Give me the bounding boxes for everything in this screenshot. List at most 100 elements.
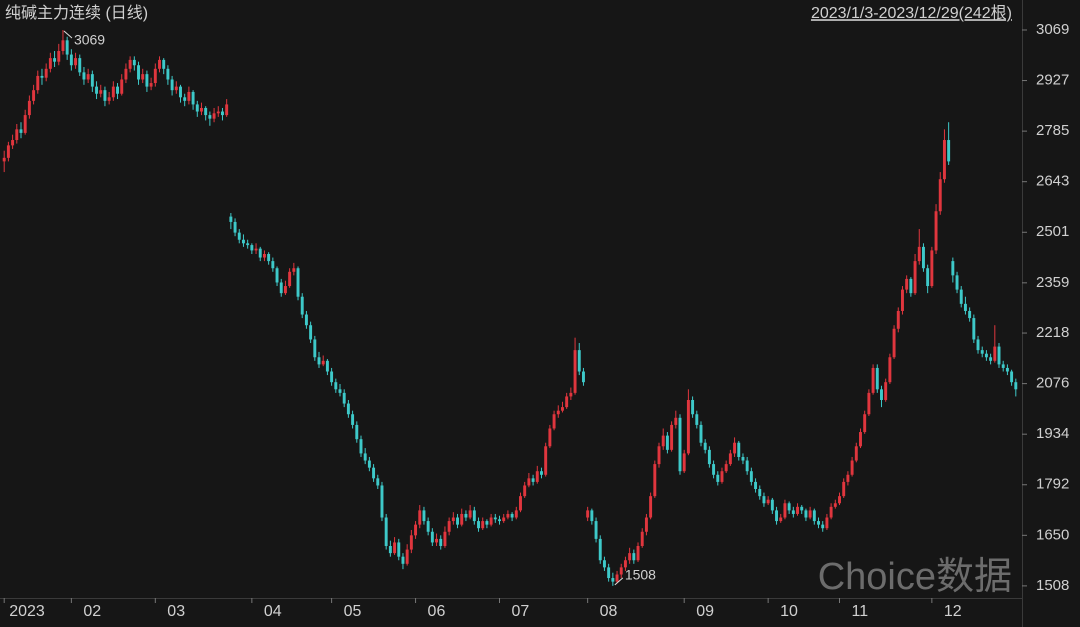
candle-body xyxy=(707,449,711,465)
candle-body xyxy=(346,403,350,415)
candle-body xyxy=(212,113,216,119)
candle-body xyxy=(44,68,48,78)
candle-body xyxy=(397,542,401,557)
candle-body xyxy=(527,478,531,486)
candle-body xyxy=(439,538,443,547)
candle-body xyxy=(665,435,669,450)
candle-body xyxy=(741,456,745,461)
candle-body xyxy=(334,382,338,390)
candle-body xyxy=(107,97,111,101)
x-tick-label: 2023 xyxy=(9,603,45,620)
y-tick-label: 1650 xyxy=(1036,526,1069,543)
max-label: 3069 xyxy=(74,32,105,48)
candle-body xyxy=(590,510,594,522)
candle-body xyxy=(174,86,178,91)
candle-body xyxy=(447,521,451,532)
candle-body xyxy=(766,499,770,504)
candle-body xyxy=(905,278,909,290)
candle-body xyxy=(246,243,250,246)
candle-body xyxy=(833,503,837,507)
candle-body xyxy=(19,129,23,133)
candle-body xyxy=(208,115,212,119)
candle-body xyxy=(775,510,779,522)
candle-body xyxy=(456,517,459,525)
candle-body xyxy=(913,261,917,294)
candle-body xyxy=(40,75,44,78)
candle-body xyxy=(947,140,951,162)
candle-body xyxy=(602,560,606,568)
candle-body xyxy=(921,246,925,269)
candle-body xyxy=(342,392,346,404)
candle-body xyxy=(250,245,254,251)
candle-body xyxy=(502,517,506,522)
watermark: Choice数据 xyxy=(818,556,1012,598)
candle-body xyxy=(552,414,556,429)
x-tick-label: 12 xyxy=(944,603,962,620)
candle-body xyxy=(926,268,930,287)
candle-body xyxy=(493,517,497,520)
candle-body xyxy=(800,506,804,511)
candle-body xyxy=(451,517,455,522)
candle-body xyxy=(351,414,355,425)
candle-body xyxy=(6,145,10,158)
candle-body xyxy=(74,58,78,66)
candle-body xyxy=(372,467,376,479)
candle-body xyxy=(959,289,963,304)
x-tick-label: 04 xyxy=(264,603,282,620)
candle-body xyxy=(720,471,724,482)
x-tick-label: 03 xyxy=(167,603,185,620)
candle-body xyxy=(993,346,997,361)
candle-body xyxy=(762,496,766,504)
candle-body xyxy=(531,478,535,482)
candle-body xyxy=(514,510,518,518)
candle-body xyxy=(938,179,942,212)
candle-body xyxy=(195,104,199,112)
candle-body xyxy=(162,59,166,69)
candle-body xyxy=(909,278,913,294)
candle-body xyxy=(233,221,237,233)
candle-body xyxy=(330,371,334,383)
candle-body xyxy=(745,460,749,472)
candle-body xyxy=(812,510,816,522)
candle-body xyxy=(158,59,161,69)
candle-body xyxy=(863,414,867,433)
candle-body xyxy=(53,58,57,62)
candle-body xyxy=(237,232,241,240)
candle-body xyxy=(141,74,145,80)
candle-body xyxy=(611,578,615,582)
candle-body xyxy=(430,531,434,543)
candle-body xyxy=(65,40,69,55)
candle-body xyxy=(649,496,653,518)
candle-body xyxy=(317,357,321,365)
candle-body xyxy=(901,289,904,311)
candle-body xyxy=(623,560,627,568)
x-tick-label: 09 xyxy=(696,603,714,620)
y-tick-label: 1508 xyxy=(1036,577,1069,594)
candle-body xyxy=(216,111,220,114)
candle-body xyxy=(82,72,86,80)
candle-body xyxy=(817,521,820,525)
candle-body xyxy=(1001,364,1005,368)
candle-body xyxy=(414,524,418,536)
candle-body xyxy=(36,75,40,91)
candle-body xyxy=(737,442,741,457)
candle-body xyxy=(485,521,489,525)
candle-body xyxy=(779,517,783,522)
candle-body xyxy=(313,339,317,358)
candle-body xyxy=(204,107,208,116)
candle-body xyxy=(892,328,896,358)
candle-body xyxy=(279,282,283,294)
x-tick-label: 02 xyxy=(83,603,101,620)
min-label: 1508 xyxy=(625,567,656,583)
candle-body xyxy=(598,538,602,561)
candle-body xyxy=(435,538,439,543)
candle-body xyxy=(477,521,480,529)
candle-body xyxy=(418,510,422,525)
candle-body xyxy=(166,68,170,80)
candle-body xyxy=(628,553,632,561)
candle-body xyxy=(443,531,447,547)
candle-body xyxy=(359,439,363,454)
candle-body xyxy=(984,353,988,358)
candle-body xyxy=(271,261,275,269)
candle-body xyxy=(376,478,380,486)
